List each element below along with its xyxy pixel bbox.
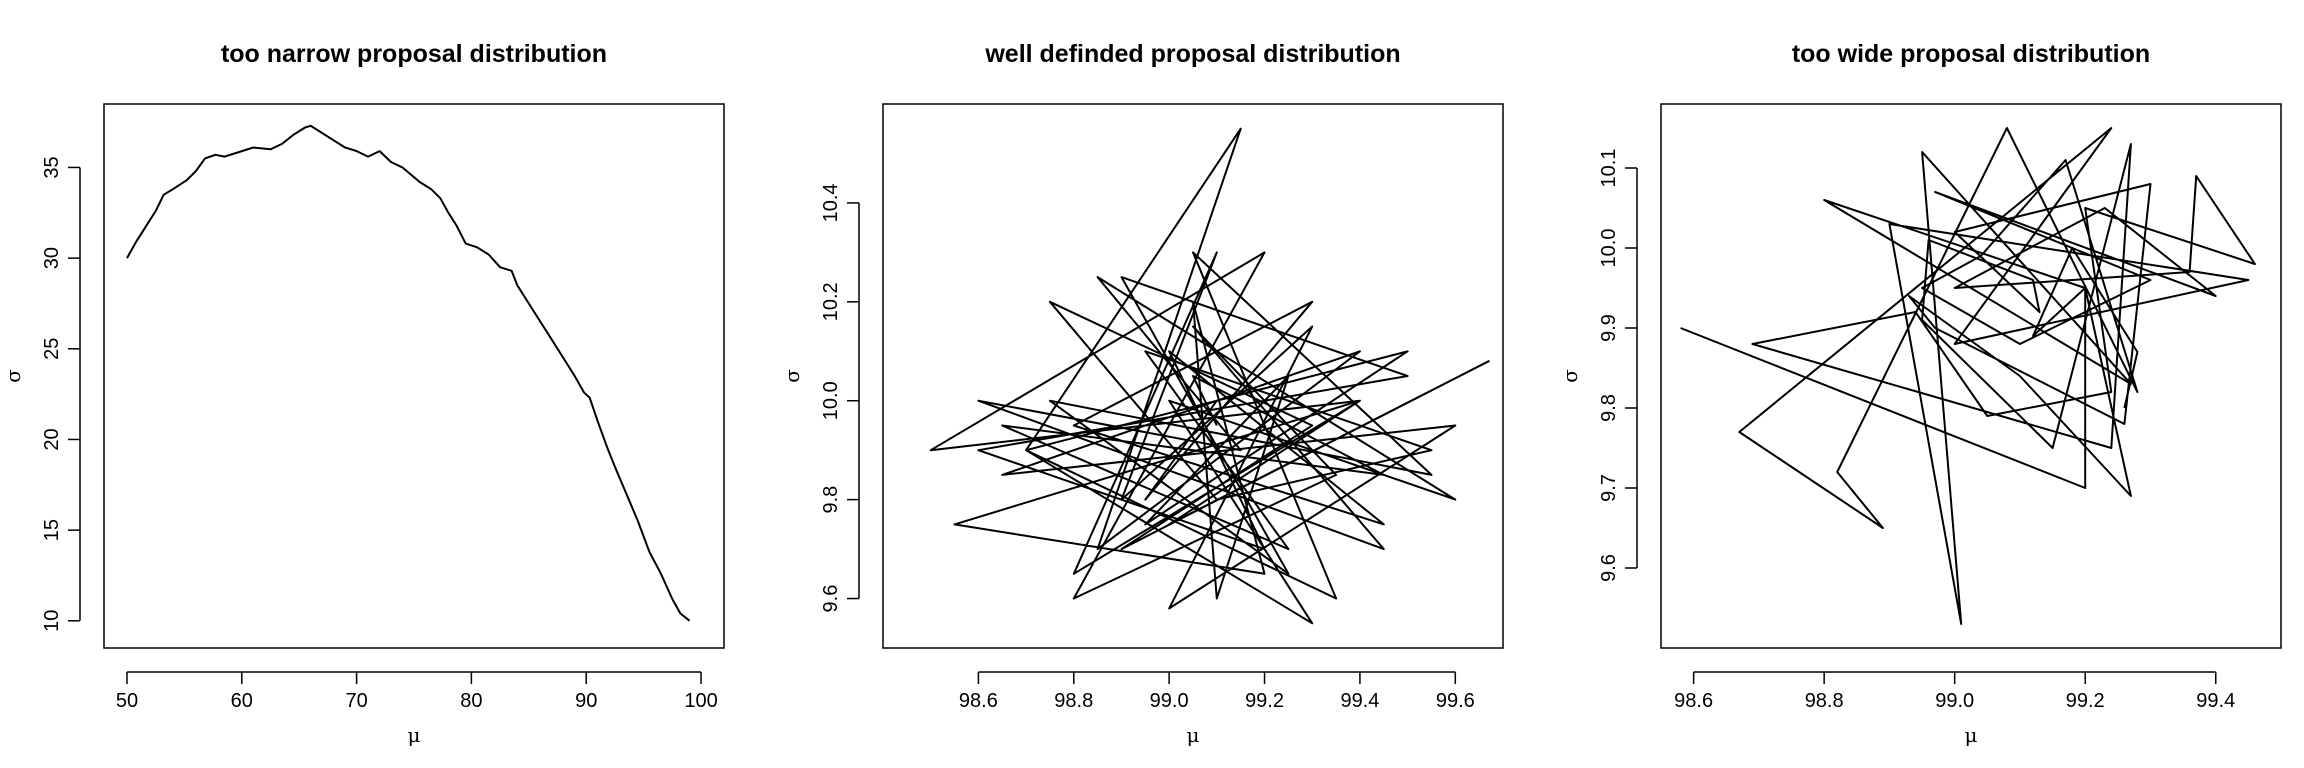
y-tick-label: 10.0 bbox=[820, 381, 842, 420]
y-tick-label: 10 bbox=[41, 610, 63, 632]
x-tick-label: 99.4 bbox=[1340, 690, 1379, 712]
y-tick-label: 25 bbox=[41, 338, 63, 360]
y-tick-label: 9.6 bbox=[820, 585, 842, 613]
x-tick-label: 98.6 bbox=[959, 690, 998, 712]
y-tick-label: 10.4 bbox=[820, 183, 842, 222]
x-axis-label: μ bbox=[1965, 723, 1978, 747]
chart-title: too narrow proposal distribution bbox=[221, 40, 607, 68]
x-tick-label: 99.4 bbox=[2196, 690, 2235, 712]
x-axis-label: μ bbox=[1187, 723, 1200, 747]
y-tick-label: 10.0 bbox=[1598, 229, 1620, 268]
x-tick-label: 99.6 bbox=[1436, 690, 1475, 712]
chart-panel-3: too wide proposal distribution 98.6 98.8 99… bbox=[1558, 40, 2282, 747]
y-tick-label: 9.8 bbox=[820, 486, 842, 514]
y-tick-label: 30 bbox=[41, 247, 63, 269]
y-axis-label: σ bbox=[1, 369, 25, 383]
chart-panel-2: well definded proposal distribution 98.6 9… bbox=[780, 40, 1504, 747]
y-tick-label: 9.8 bbox=[1598, 394, 1620, 422]
x-tick-label: 90 bbox=[575, 690, 597, 712]
y-axis-label: σ bbox=[780, 369, 804, 383]
x-tick-label: 99.2 bbox=[2066, 690, 2105, 712]
x-tick-label: 60 bbox=[231, 690, 253, 712]
series-line-1 bbox=[126, 124, 691, 622]
plot-frame bbox=[103, 103, 725, 649]
plot-frame bbox=[882, 103, 1504, 649]
x-tick-label: 70 bbox=[345, 690, 367, 712]
x-axis-label: μ bbox=[408, 723, 421, 747]
chart-title: too wide proposal distribution bbox=[1792, 40, 2150, 68]
y-tick-label: 9.9 bbox=[1598, 314, 1620, 342]
y-tick-label: 20 bbox=[41, 428, 63, 450]
chart-panel-1: too narrow proposal distribution 50 60 70 80… bbox=[1, 40, 725, 747]
x-tick-label: 50 bbox=[116, 690, 138, 712]
x-tick-label: 99.0 bbox=[1150, 690, 1189, 712]
chart-title: well definded proposal distribution bbox=[984, 40, 1400, 68]
y-tick-label: 10.2 bbox=[820, 282, 842, 321]
y-tick-label: 15 bbox=[41, 519, 63, 541]
y-tick-label: 35 bbox=[41, 156, 63, 178]
y-axis-label: σ bbox=[1558, 369, 1582, 383]
x-tick-label: 98.8 bbox=[1054, 690, 1093, 712]
plot-frame bbox=[1660, 103, 2282, 649]
x-tick-label: 98.6 bbox=[1674, 690, 1713, 712]
x-tick-label: 99.2 bbox=[1245, 690, 1284, 712]
x-tick-label: 80 bbox=[460, 690, 482, 712]
y-tick-label: 9.6 bbox=[1598, 554, 1620, 582]
series-line-1 bbox=[929, 127, 1490, 625]
x-tick-label: 100 bbox=[684, 690, 717, 712]
x-tick-label: 99.0 bbox=[1935, 690, 1974, 712]
series-line-1 bbox=[1680, 127, 2256, 625]
y-tick-label: 9.7 bbox=[1598, 474, 1620, 502]
y-tick-label: 10.1 bbox=[1598, 149, 1620, 188]
x-tick-label: 98.8 bbox=[1805, 690, 1844, 712]
